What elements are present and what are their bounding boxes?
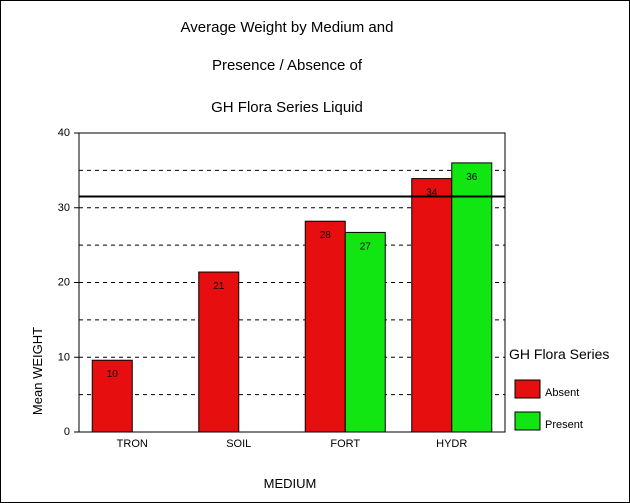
x-axis-title: MEDIUM [264, 476, 317, 491]
chart-title-line-3: GH Flora Series Liquid [211, 99, 363, 116]
y-tick-label: 40 [58, 127, 70, 139]
legend-label-absent: Absent [545, 387, 579, 399]
data-label: 28 [320, 230, 332, 241]
x-tick-label: TRON [117, 438, 148, 450]
y-axis-ticks: 0 10 20 30 40 [58, 127, 79, 438]
data-label: 34 [426, 188, 438, 199]
data-label: 27 [360, 241, 372, 252]
bars [91, 162, 493, 433]
x-tick-label: HYDR [436, 438, 467, 450]
bar-present [451, 162, 493, 433]
bar-absent [91, 359, 133, 433]
data-labels: 10 21 28 27 34 36 [107, 172, 478, 380]
data-label: 10 [107, 369, 119, 380]
x-tick-label: FORT [330, 438, 360, 450]
y-tick-label: 30 [58, 202, 70, 214]
chart-title-line-1: Average Weight by Medium and [181, 19, 394, 36]
chart-title-line-2: Presence / Absence of [212, 57, 363, 74]
y-tick-label: 10 [58, 351, 70, 363]
y-tick-label: 0 [64, 426, 70, 438]
bar-absent [411, 178, 453, 433]
legend-swatch-present [514, 411, 541, 431]
bar-absent [198, 271, 240, 433]
legend-label-present: Present [545, 419, 583, 431]
bar-present [344, 231, 386, 433]
data-label: 36 [466, 172, 478, 183]
y-axis-title: Mean WEIGHT [30, 327, 45, 415]
legend-title: GH Flora Series [509, 346, 609, 362]
bar-absent [304, 220, 346, 433]
x-axis-ticks: TRON SOIL FORT HYDR [117, 438, 468, 450]
x-tick-label: SOIL [226, 438, 251, 450]
legend-swatch-absent [514, 379, 541, 399]
y-tick-label: 20 [58, 277, 70, 289]
data-label: 21 [213, 281, 225, 292]
